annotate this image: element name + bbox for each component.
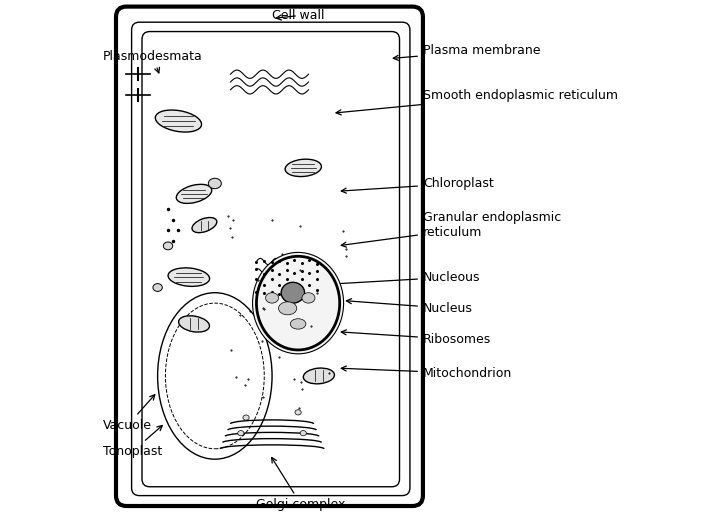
Ellipse shape xyxy=(265,293,278,303)
Ellipse shape xyxy=(179,316,210,332)
Ellipse shape xyxy=(155,110,202,132)
Ellipse shape xyxy=(281,282,304,303)
Ellipse shape xyxy=(238,430,244,436)
Ellipse shape xyxy=(295,410,301,415)
Ellipse shape xyxy=(153,283,162,291)
Ellipse shape xyxy=(278,302,297,315)
Text: Vacuole: Vacuole xyxy=(103,395,155,432)
Text: Plasmodesmata: Plasmodesmata xyxy=(103,50,203,73)
Ellipse shape xyxy=(192,218,217,233)
Ellipse shape xyxy=(158,293,272,459)
Ellipse shape xyxy=(304,368,335,384)
Text: Golgi complex: Golgi complex xyxy=(257,458,346,511)
Ellipse shape xyxy=(164,242,173,250)
Text: Cell wall: Cell wall xyxy=(272,9,324,22)
Text: Tonoplast: Tonoplast xyxy=(103,426,162,458)
Ellipse shape xyxy=(168,268,210,287)
Text: Mitochondrion: Mitochondrion xyxy=(341,366,512,380)
Ellipse shape xyxy=(300,430,306,436)
Text: Nucleous: Nucleous xyxy=(320,270,480,287)
Ellipse shape xyxy=(208,178,221,189)
Ellipse shape xyxy=(177,184,212,203)
Text: Nucleus: Nucleus xyxy=(347,299,473,315)
Ellipse shape xyxy=(285,159,322,177)
FancyBboxPatch shape xyxy=(116,7,423,506)
Text: Smooth endoplasmic reticulum: Smooth endoplasmic reticulum xyxy=(336,88,618,115)
Text: Granular endoplasmic
reticulum: Granular endoplasmic reticulum xyxy=(341,211,561,247)
Ellipse shape xyxy=(252,253,344,354)
Text: Chloroplast: Chloroplast xyxy=(341,177,494,193)
Ellipse shape xyxy=(291,319,306,329)
Text: Ribosomes: Ribosomes xyxy=(341,330,491,346)
Ellipse shape xyxy=(302,293,315,303)
Ellipse shape xyxy=(243,415,249,420)
Text: Plasma membrane: Plasma membrane xyxy=(393,44,541,60)
